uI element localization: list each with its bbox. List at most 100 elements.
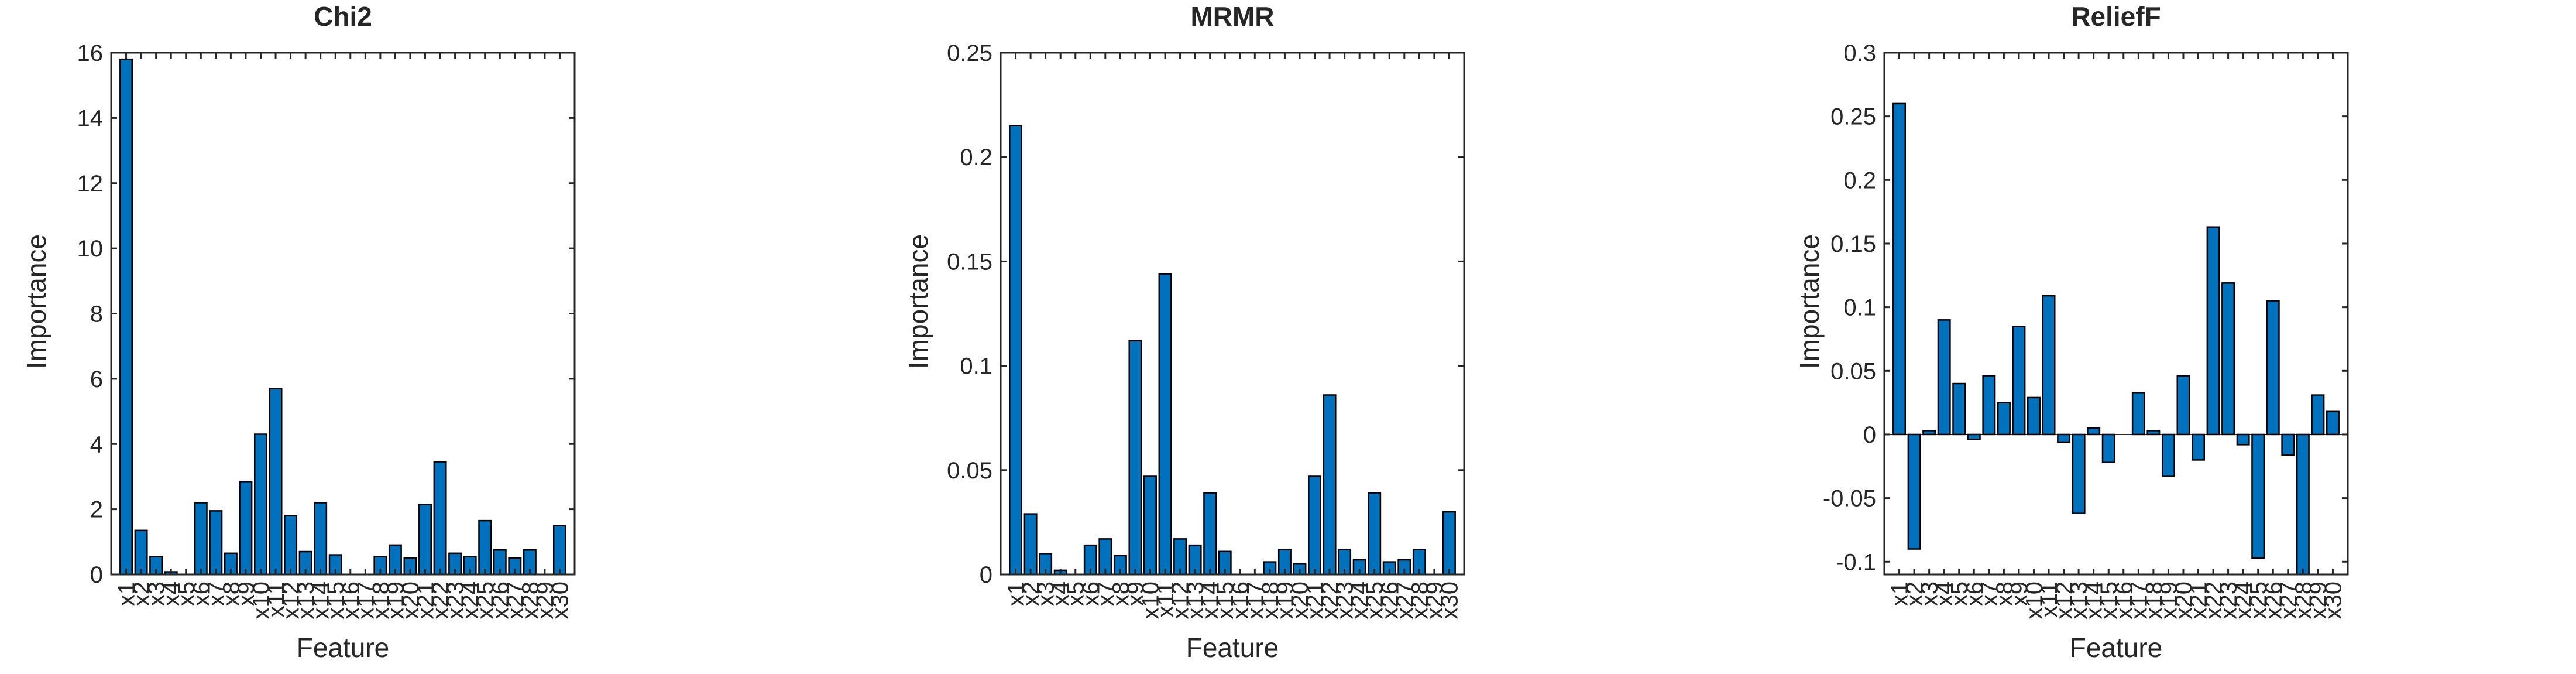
bar-x11 [269, 388, 283, 576]
x-axis-ticks: x1x2x3x4x5x6x7x8x9x10x11x12x13x14x15x16x… [1887, 53, 2346, 620]
x-tick-label: x26 [2261, 581, 2286, 620]
plot-area-frame [110, 52, 576, 576]
x-tick-label: x7 [1093, 581, 1119, 606]
bar-x15 [2101, 433, 2115, 464]
x-tick-label: x4 [1932, 581, 1957, 606]
x-tick-label: x19 [1272, 581, 1298, 620]
bar-x6 [1967, 433, 1981, 440]
bar-x7 [209, 510, 223, 576]
x-tick-label: x1 [114, 581, 140, 606]
chart-panel-relieff: ReliefF Importance Feature -0.1 -0.05 0 0.0… [1794, 1, 2349, 663]
bar-x21 [2192, 433, 2205, 461]
x-tick-label: x9 [1123, 581, 1149, 606]
x-tick-label: x24 [2231, 581, 2256, 620]
x-tick-label: x19 [2156, 581, 2182, 620]
x-tick-label: x20 [398, 581, 424, 620]
x-tick-label: x26 [487, 581, 513, 620]
bar-x25 [478, 519, 492, 576]
bar-x14 [1203, 492, 1217, 576]
x-tick-label: x8 [218, 581, 244, 606]
x-tick-label: x12 [2052, 581, 2077, 620]
x-tick-label: x17 [2126, 581, 2152, 620]
x-tick-label: x3 [1917, 581, 1943, 606]
x-axis-ticks: x1x2x3x4x5x6x7x8x9x10x11x12x13x14x15x16x… [114, 53, 573, 620]
x-tick-label: x4 [1048, 581, 1074, 606]
x-tick-label: x3 [1033, 581, 1059, 606]
y-tick-label: 0.1 [1843, 295, 1876, 321]
bar-x2 [134, 529, 148, 576]
x-tick-label: x11 [263, 581, 289, 618]
bar-x19 [2161, 433, 2175, 477]
y-tick-label: 14 [77, 105, 104, 131]
x-tick-label: x22 [428, 581, 454, 620]
x-tick-label: x2 [129, 581, 154, 606]
bar-x18 [2146, 430, 2161, 436]
bar-x26 [2266, 300, 2280, 436]
x-tick-label: x17 [1242, 581, 1268, 620]
bar-x22 [2206, 226, 2220, 436]
bar-x25 [2251, 433, 2265, 559]
y-tick-label: 0.05 [1830, 358, 1876, 384]
chart-title: ReliefF [2071, 1, 2161, 32]
x-tick-label: x13 [1183, 581, 1208, 620]
y-tick-label: 6 [90, 367, 103, 392]
y-tick-label: 0.2 [1843, 167, 1876, 193]
x-tick-label: x22 [2201, 581, 2227, 620]
bar-x24 [2236, 433, 2250, 446]
y-tick-label: 2 [90, 497, 103, 523]
bar-x12 [2057, 433, 2071, 443]
bar-x13 [2072, 433, 2086, 514]
x-tick-label: x1 [1004, 581, 1029, 606]
plot-area-frame [1883, 52, 2349, 576]
x-tick-label: x25 [2246, 581, 2272, 620]
x-tick-label: x14 [308, 581, 334, 620]
x-tick-label: x29 [533, 581, 558, 620]
bar-x21 [418, 504, 432, 576]
x-tick-label: x16 [338, 581, 364, 620]
x-tick-label: x10 [248, 581, 274, 620]
y-tick-label: 0.15 [1830, 231, 1876, 257]
x-axis-ticks: x1x2x3x4x5x6x7x8x9x10x11x12x13x14x15x16x… [1004, 53, 1462, 620]
x-tick-label: x7 [204, 581, 229, 606]
bar-x23 [2221, 282, 2235, 436]
y-tick-label: 16 [77, 40, 104, 66]
y-tick-label: -0.1 [1836, 549, 1876, 575]
bar-x9 [1128, 340, 1142, 576]
x-tick-label: x10 [1138, 581, 1163, 620]
x-tick-label: x29 [1422, 581, 1448, 620]
bar-x21 [1308, 475, 1321, 576]
y-tick-label: 4 [90, 432, 103, 457]
x-tick-label: x11 [2036, 581, 2062, 618]
x-tick-label: x5 [1063, 581, 1089, 606]
bar-x14 [314, 502, 328, 576]
x-tick-label: x15 [323, 581, 349, 620]
x-tick-label: x9 [2007, 581, 2032, 606]
chart-title: Chi2 [314, 1, 372, 32]
x-tick-label: x14 [1198, 581, 1224, 620]
bar-x2 [1907, 433, 1921, 550]
x-tick-label: x21 [2186, 581, 2212, 620]
x-tick-label: x30 [2320, 581, 2346, 620]
y-tick-label: 0 [1863, 422, 1876, 448]
bar-x1 [1892, 102, 1907, 436]
bar-x5 [1952, 382, 1966, 436]
bar-x9 [2012, 325, 2026, 436]
bar-x6 [194, 502, 208, 576]
y-tick-label: 0.2 [960, 145, 992, 170]
x-tick-label: x23 [443, 581, 469, 620]
bar-x8 [1997, 402, 2011, 436]
x-tick-label: x14 [2082, 581, 2107, 620]
bar-x30 [552, 525, 566, 576]
x-tick-label: x24 [1347, 581, 1373, 620]
bar-x11 [2042, 295, 2056, 436]
bar-x14 [2087, 427, 2101, 436]
x-axis-label: Feature [1186, 632, 1279, 663]
bar-x9 [239, 481, 253, 576]
bar-series [1892, 102, 2340, 576]
x-tick-label: x15 [1213, 581, 1238, 620]
bar-x10 [1143, 475, 1157, 576]
bar-x22 [1323, 394, 1337, 576]
x-tick-label: x13 [2066, 581, 2092, 620]
x-axis-label: Feature [297, 632, 390, 663]
x-tick-label: x12 [1168, 581, 1194, 620]
